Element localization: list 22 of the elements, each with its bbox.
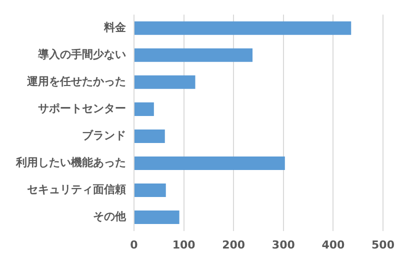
bar [134,75,196,89]
y-tick-label: 料金 [103,20,127,34]
y-tick-label: サポートセンター [38,102,126,116]
y-tick-label: セキュリティ面信頼 [27,183,126,196]
y-tick-label: 運用を任せたかった [26,75,126,88]
x-tick-label: 100 [172,238,196,252]
bar [134,210,180,224]
y-tick-label: 利用したい機能あった [15,156,126,170]
y-tick-label: ブランド [82,129,126,142]
x-tick-label: 0 [130,238,138,252]
bar [134,48,253,62]
x-tick-label: 200 [222,238,246,252]
bar [134,102,154,116]
bar [134,129,165,143]
x-tick-label: 400 [322,238,346,252]
bar [134,156,285,170]
x-tick-label: 300 [272,238,296,252]
x-tick-label: 500 [372,238,395,252]
bar [134,21,352,35]
y-tick-label: 導入の手間少ない [37,48,126,61]
y-tick-label: その他 [93,210,127,224]
bar [134,184,166,198]
